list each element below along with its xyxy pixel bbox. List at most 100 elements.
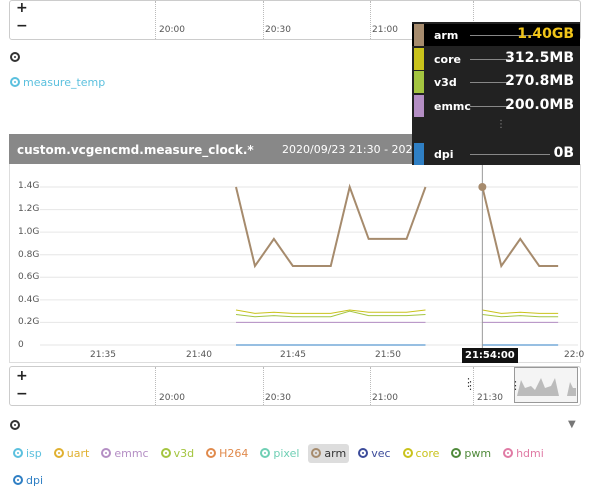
tooltip-series-value: 312.5MB [505, 50, 574, 66]
legend-label: H264 [219, 447, 249, 460]
series-line-v3d [235, 310, 426, 318]
tooltip-row-dpi: dpi 0B [412, 143, 580, 165]
tooltip-row-core: core 312.5MB [412, 48, 580, 70]
tooltip-series-name: v3d [434, 76, 457, 89]
tooltip-row-v3d: v3d 270.8MB [412, 71, 580, 93]
legend-label: hdmi [516, 447, 544, 460]
tooltip-row-arm: arm 1.40GB [412, 24, 580, 46]
nav-tick-label: 20:00 [159, 393, 185, 403]
series-line-arm [235, 183, 427, 269]
legend-dot-icon [101, 448, 112, 458]
legend-item-measure-temp[interactable]: measure_temp [10, 76, 105, 89]
legend-item-h264[interactable]: H264 [203, 444, 251, 463]
cursor-point [478, 183, 487, 191]
panel-select-radio[interactable] [10, 52, 20, 62]
legend-dot-icon [260, 448, 271, 458]
legend-item-core[interactable]: core [400, 444, 443, 463]
panel-date-range: 2020/09/23 21:30 - 2020/0 [282, 143, 431, 156]
legend-label: emmc [114, 447, 149, 460]
series-line-v3d [482, 314, 559, 318]
x-tick-label: 21:40 [186, 350, 212, 360]
legend-label: uart [66, 447, 90, 460]
tooltip-series-value: 0B [553, 145, 574, 161]
zoom-out-button[interactable]: − [16, 18, 28, 34]
legend-item-arm[interactable]: arm [308, 444, 350, 463]
legend-label: arm [324, 447, 347, 460]
legend-dot-icon [451, 448, 462, 458]
legend-label: measure_temp [23, 76, 106, 89]
legend-dot-icon [13, 475, 23, 485]
series-swatch [414, 48, 424, 70]
bottom-navigator[interactable]: 20:00 20:30 21:00 21:30 ⋮ ⋮ [9, 366, 581, 406]
y-tick-label: 0.8G [18, 250, 40, 260]
legend-item-pixel[interactable]: pixel [257, 444, 302, 463]
top-navigator[interactable]: 20:00 20:30 21:00 [9, 0, 581, 40]
tooltip-row-emmc: emmc 200.0MB [412, 95, 580, 117]
panel-select-radio[interactable] [10, 420, 20, 430]
legend-item-uart[interactable]: uart [51, 444, 93, 463]
panel-handle-icon[interactable]: ⋮ [463, 376, 474, 389]
legend-label: pwm [464, 447, 492, 460]
zoom-out-button[interactable]: − [16, 386, 28, 402]
x-tick-label: 22:0 [564, 350, 585, 360]
y-tick-label: 0.6G [18, 272, 40, 282]
legend-dot-icon [53, 448, 64, 458]
legend-dot-icon [206, 448, 217, 458]
navigator-sparkline [517, 378, 576, 396]
legend-item-emmc[interactable]: emmc [98, 444, 151, 463]
legend-item-isp[interactable]: isp [10, 444, 45, 463]
chart-panel[interactable]: 1.4G 1.2G 1.0G 0.8G 0.6G 0.4G 0.2G 0 21:… [9, 164, 585, 363]
nav-tick-label: 21:00 [372, 393, 398, 403]
cursor-time-label: 21:54:00 [462, 348, 518, 363]
series-legend: isp uart emmc v3d H264 pixel arm vec core pwm hdmi… [10, 444, 570, 498]
nav-tick-label: 21:30 [477, 393, 503, 403]
zoom-in-button[interactable]: + [16, 368, 28, 384]
tooltip-series-name: core [434, 53, 461, 66]
series-line-core [235, 309, 426, 314]
chart-plot-area[interactable] [10, 164, 580, 362]
tooltip-series-value: 1.40GB [517, 26, 574, 42]
nav-tick-label: 20:30 [265, 393, 291, 403]
y-tick-label: 0.4G [18, 295, 40, 305]
legend-item-v3d[interactable]: v3d [158, 444, 198, 463]
legend-item-hdmi[interactable]: hdmi [500, 444, 547, 463]
series-swatch [414, 143, 424, 165]
x-tick-label: 21:35 [90, 350, 116, 360]
nav-tick-label: 20:30 [265, 25, 291, 35]
navigator-handle-icon[interactable]: ⋮ [510, 379, 521, 392]
legend-dot-icon [503, 448, 514, 458]
legend-dot-icon [160, 448, 171, 458]
tooltip-series-name: emmc [434, 100, 471, 113]
nav-tick-label: 21:00 [372, 25, 398, 35]
navigator-selection-window[interactable] [514, 367, 578, 403]
legend-dot-icon [402, 448, 413, 458]
chevron-down-icon[interactable]: ▼ [568, 419, 576, 430]
legend-item-pwm[interactable]: pwm [448, 444, 494, 463]
series-swatch [414, 24, 424, 46]
y-tick-label: 1.4G [18, 181, 40, 191]
value-tooltip: arm 1.40GB core 312.5MB v3d 270.8MB emmc… [412, 22, 580, 165]
x-tick-label: 21:50 [375, 350, 401, 360]
series-swatch [414, 95, 424, 117]
tooltip-separator: ⋮ [496, 119, 506, 130]
navigator-handle-icon[interactable]: ⋮ [465, 379, 476, 392]
nav-tick-label: 20:00 [159, 25, 185, 35]
legend-label: isp [26, 447, 42, 460]
series-line-arm [481, 186, 559, 269]
legend-dot-icon [311, 448, 322, 458]
y-tick-label: 1.0G [18, 227, 40, 237]
y-tick-label: 0 [18, 340, 24, 350]
panel-title: custom.vcgencmd.measure_clock.* [17, 143, 254, 157]
series-line-core [482, 309, 559, 314]
tooltip-series-name: dpi [434, 148, 454, 161]
y-tick-label: 1.2G [18, 204, 40, 214]
legend-item-vec[interactable]: vec [355, 444, 393, 463]
tooltip-series-value: 200.0MB [505, 97, 574, 113]
legend-dot-icon [358, 448, 369, 458]
zoom-in-button[interactable]: + [16, 0, 28, 16]
tooltip-series-name: arm [434, 29, 459, 42]
tooltip-series-value: 270.8MB [505, 73, 574, 89]
legend-label: vec [371, 447, 391, 460]
legend-item-dpi[interactable]: dpi [10, 471, 46, 490]
series-swatch [414, 71, 424, 93]
